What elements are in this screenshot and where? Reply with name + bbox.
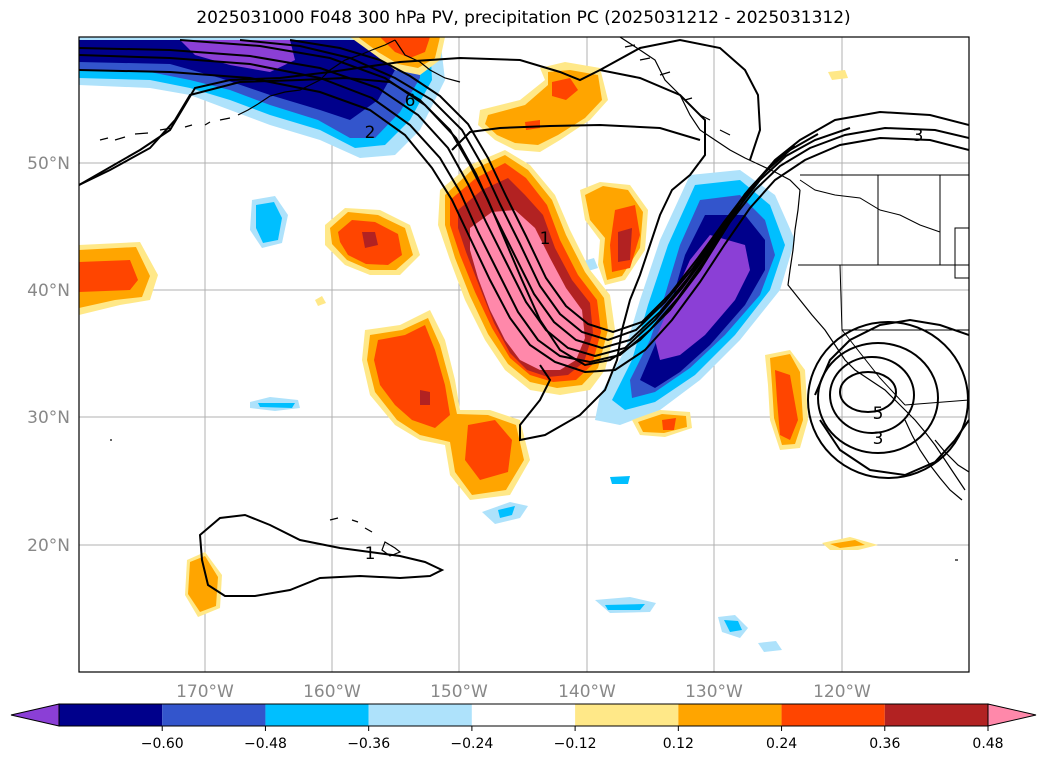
contour-label: 1 <box>540 229 551 249</box>
colorbar-segment <box>884 704 988 726</box>
lon-label: 150°W <box>430 682 488 702</box>
colorbar-segment <box>471 704 576 726</box>
lon-label: 170°W <box>176 682 234 702</box>
map-content: 6 2 1 1 3 5 3 <box>79 37 969 672</box>
coastlines <box>99 37 969 561</box>
lon-label: 130°W <box>685 682 743 702</box>
contour-label: 3 <box>873 429 884 449</box>
latitude-labels: 50°N 40°N 30°N 20°N <box>27 154 70 556</box>
colorbar-tick-label: 0.48 <box>972 736 1003 752</box>
contour-label: 1 <box>365 544 376 564</box>
positive-anomaly-south-body <box>362 310 530 500</box>
colorbar-segment <box>575 704 679 726</box>
colorbar-segment <box>265 704 369 726</box>
colorbar-extend-low <box>10 703 60 727</box>
lon-label: 140°W <box>558 682 616 702</box>
contour-label: 6 <box>405 91 416 111</box>
colorbar-extend-high <box>987 703 1037 727</box>
lat-label: 30°N <box>27 408 70 428</box>
colorbar-tick-label: −0.12 <box>554 736 597 752</box>
colorbar-tick-label: −0.24 <box>450 736 493 752</box>
contour-label: 3 <box>913 126 924 146</box>
map-frame <box>78 36 970 673</box>
colorbar <box>10 703 1037 727</box>
lat-label: 40°N <box>27 281 70 301</box>
colorbar-tick-label: 0.24 <box>766 736 797 752</box>
negative-patches-small <box>250 196 782 652</box>
colorbar-tick-label: −0.60 <box>141 736 184 752</box>
contour-label: 2 <box>365 123 376 143</box>
colorbar-tick-label: −0.36 <box>347 736 390 752</box>
colorbar-segment <box>59 704 163 726</box>
colorbar-segment <box>781 704 885 726</box>
positive-anomaly-west-blob <box>325 208 420 275</box>
positive-patches-small <box>185 70 878 617</box>
lon-label: 160°W <box>303 682 361 702</box>
contour-labels: 6 2 1 1 3 5 3 <box>365 91 924 564</box>
pv-contours <box>79 38 969 597</box>
lat-label: 50°N <box>27 154 70 174</box>
lat-label: 20°N <box>27 536 70 556</box>
negative-anomaly-east <box>595 170 795 425</box>
contour-label: 5 <box>873 404 884 424</box>
longitude-labels: 170°W 160°W 150°W 140°W 130°W 120°W <box>176 682 871 702</box>
colorbar-segment <box>678 704 782 726</box>
colorbar-tick-label: 0.36 <box>869 736 900 752</box>
colorbar-border <box>58 703 989 727</box>
lon-label: 120°W <box>813 682 871 702</box>
political-borders <box>798 174 969 406</box>
positive-anomaly-left-edge <box>79 242 158 315</box>
colorbar-segment <box>162 704 266 726</box>
positive-anomaly-gulf <box>478 62 608 152</box>
positive-anomaly-ne-blob <box>580 182 648 285</box>
colorbar-ticks: −0.60 −0.48 −0.36 −0.24 −0.12 0.12 0.24 0.36 0.4… <box>141 726 1004 752</box>
colorbar-segment <box>368 704 472 726</box>
map-title: 2025031000 F048 300 hPa PV, precipitatio… <box>196 8 851 28</box>
colorbar-tick-label: −0.48 <box>244 736 287 752</box>
colorbar-tick-label: 0.12 <box>663 736 694 752</box>
